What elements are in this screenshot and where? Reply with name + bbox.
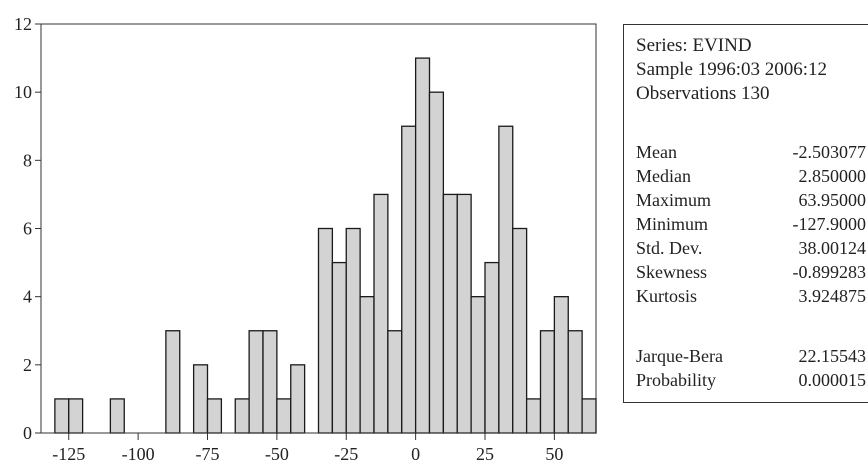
- stat-value: 22.15543: [798, 346, 867, 366]
- x-tick-label: -50: [265, 444, 289, 464]
- stat-row-maximum: Maximum 63.95000: [636, 188, 866, 212]
- x-tick-label: -100: [122, 444, 155, 464]
- histogram-bar: [512, 227, 528, 434]
- histogram-bar: [498, 125, 514, 434]
- stat-row-mean: Mean -2.503077: [636, 140, 866, 164]
- stat-label: Maximum: [636, 190, 711, 210]
- stat-row-std-dev: Std. Dev. 38.00124: [636, 236, 866, 260]
- stat-label: Median: [636, 166, 691, 186]
- stat-label: Probability: [636, 370, 716, 390]
- x-tick-label: -125: [52, 444, 85, 464]
- histogram-bar: [290, 364, 306, 434]
- y-tick-label: 4: [23, 287, 32, 307]
- histogram-bar: [567, 330, 583, 434]
- statistics-panel: Series: EVIND Sample 1996:03 2006:12 Obs…: [623, 24, 868, 403]
- stat-label: Std. Dev.: [636, 238, 703, 258]
- y-tick-label: 2: [23, 355, 32, 375]
- histogram-bar: [262, 330, 278, 434]
- histogram-bar: [109, 398, 125, 434]
- bars-group: [41, 57, 597, 434]
- histogram-bar: [234, 398, 250, 434]
- stat-row-probability: Probability 0.000015: [636, 368, 866, 392]
- histogram-bar: [387, 330, 403, 434]
- stat-label: Mean: [636, 142, 677, 162]
- histogram-bar: [276, 398, 292, 434]
- y-tick-label: 0: [23, 423, 32, 443]
- stat-value: 3.924875: [798, 286, 867, 306]
- histogram-bar: [317, 227, 334, 434]
- histogram-bar: [525, 398, 542, 434]
- stat-value: 63.95000: [798, 190, 867, 210]
- stat-value: -0.899283: [792, 262, 867, 282]
- histogram-bar: [401, 125, 417, 434]
- y-axis: 0 2 4 6 8 10 12: [14, 14, 41, 443]
- histogram-bar: [359, 296, 375, 434]
- stat-label: Kurtosis: [636, 286, 698, 306]
- x-tick-label: 50: [545, 444, 563, 464]
- stat-label: Skewness: [636, 262, 707, 282]
- histogram-bar: [414, 57, 431, 434]
- stat-row-jarque-bera: Jarque-Bera 22.15543: [636, 344, 866, 368]
- histogram-bar: [553, 296, 569, 434]
- histogram-bar: [428, 91, 445, 434]
- sample-range: Sample 1996:03 2006:12: [636, 59, 828, 80]
- y-tick-label: 6: [23, 219, 32, 239]
- y-tick-label: 8: [23, 150, 32, 170]
- stat-value: -127.9000: [792, 214, 867, 234]
- x-tick-label: 25: [476, 444, 494, 464]
- histogram-bar: [192, 364, 209, 434]
- histogram-bar: [373, 193, 389, 434]
- series-name: Series: EVIND: [636, 35, 752, 56]
- histogram-bar: [581, 398, 597, 434]
- histogram-bar: [68, 398, 84, 434]
- stat-value: 2.850000: [798, 166, 867, 186]
- histogram-chart: 0 2 4 6 8 10 12 -125 -100 -75 -50 -25 0 25 50: [14, 14, 597, 464]
- x-tick-label: -25: [334, 444, 358, 464]
- histogram-bar: [484, 261, 500, 434]
- stat-row-kurtosis: Kurtosis 3.924875: [636, 284, 866, 308]
- histogram-bar: [206, 398, 223, 434]
- stat-label: Jarque-Bera: [636, 346, 723, 366]
- observation-count: Observations 130: [636, 83, 770, 104]
- stat-row-skewness: Skewness -0.899283: [636, 260, 866, 284]
- stat-row-median: Median 2.850000: [636, 164, 866, 188]
- histogram-bar: [456, 193, 472, 434]
- histogram-bar: [470, 296, 486, 434]
- histogram-bar: [54, 398, 70, 434]
- stat-row-minimum: Minimum -127.9000: [636, 212, 866, 236]
- stat-value: 0.000015: [798, 370, 867, 390]
- histogram-bar: [331, 261, 347, 434]
- histogram-bar: [539, 330, 556, 434]
- x-axis: -125 -100 -75 -50 -25 0 25 50: [52, 433, 563, 464]
- stat-label: Minimum: [636, 214, 709, 234]
- x-tick-label: -75: [196, 444, 220, 464]
- histogram-bar: [345, 227, 361, 434]
- histogram-bar: [442, 193, 458, 434]
- histogram-bar: [165, 330, 181, 434]
- stat-value: -2.503077: [792, 142, 867, 162]
- histogram-bar: [248, 330, 264, 434]
- x-tick-label: 0: [411, 444, 420, 464]
- y-tick-label: 10: [14, 82, 32, 102]
- stat-value: 38.00124: [798, 238, 867, 258]
- y-tick-label: 12: [14, 14, 32, 34]
